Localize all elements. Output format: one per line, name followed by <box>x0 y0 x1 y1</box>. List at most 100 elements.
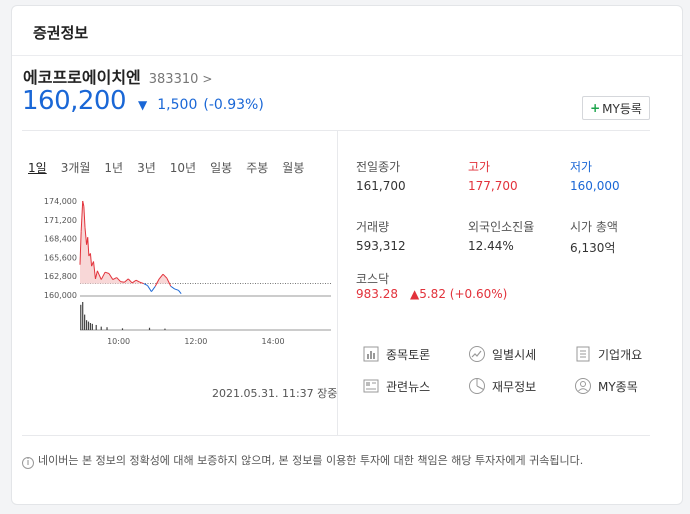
kosdaq-value: 983.28 <box>356 287 398 301</box>
price-line-segment <box>108 273 114 280</box>
prev-close-value: 161,700 <box>356 179 406 193</box>
y-tick-label: 160,000 <box>44 291 77 300</box>
link-my-stocks-label: MY종목 <box>598 379 638 394</box>
volume-cell: 거래량 593,312 <box>356 218 466 253</box>
price-row: 160,200 ▼ 1,500 (-0.93%) <box>22 86 264 116</box>
high-label: 고가 <box>468 160 491 174</box>
tab-1year[interactable]: 1년 <box>104 161 124 175</box>
price-line-segment <box>112 277 117 281</box>
stock-name[interactable]: 에코프로에이치엔 <box>23 68 141 87</box>
tab-1day[interactable]: 1일 <box>28 161 47 175</box>
foreign-label: 외국인소진율 <box>468 220 535 234</box>
current-price: 160,200 <box>22 86 127 116</box>
price-line-segment <box>79 231 82 265</box>
kosdaq-change: ▲5.82 (+0.60%) <box>410 287 508 301</box>
price-line-segment <box>94 270 98 280</box>
news-icon <box>363 379 379 393</box>
price-line-segment <box>139 281 144 285</box>
tab-3year[interactable]: 3년 <box>137 161 156 175</box>
price-line-segment <box>174 288 179 291</box>
period-tabs: 1일 3개월 1년 3년 10년 일봉 주봉 월봉 <box>28 159 318 176</box>
link-discussion[interactable]: 종목토론 <box>362 345 430 363</box>
link-financial-info[interactable]: 재무정보 <box>468 377 536 395</box>
price-line-segment <box>96 270 102 280</box>
mcap-label: 시가 총액 <box>570 220 618 234</box>
low-value: 160,000 <box>570 179 620 193</box>
price-line-segment <box>135 279 141 283</box>
x-tick-label: 10:00 <box>107 337 130 346</box>
intraday-chart[interactable]: 174,000 171,200 168,400 165,600 162,800 160,0… <box>27 190 333 355</box>
timestamp: 2021.05.31. 11:37 장중 <box>212 387 338 400</box>
link-company-overview-label: 기업개요 <box>598 347 643 362</box>
price-line-segment <box>93 261 96 279</box>
price-line-segment <box>143 283 148 287</box>
pie-chart-icon <box>469 378 485 394</box>
divider <box>337 131 338 435</box>
price-change: 1,500 <box>157 97 198 113</box>
prev-close-label: 전일종가 <box>356 160 401 174</box>
price-line-segment <box>87 237 90 257</box>
low-cell: 저가 160,000 <box>570 158 680 193</box>
area-fill <box>80 201 182 284</box>
link-my-stocks[interactable]: MY종목 <box>574 377 638 395</box>
disclaimer: i 네이버는 본 정보의 정확성에 대해 보증하지 않으며, 본 정보를 이용한 … <box>22 452 652 469</box>
card-title: 증권정보 <box>12 6 682 56</box>
link-daily-price-label: 일별시세 <box>492 347 537 362</box>
link-related-news[interactable]: 관련뉴스 <box>362 377 430 395</box>
stock-name-link[interactable]: 에코프로에이치엔 383310 > <box>23 64 212 88</box>
chevron-right-icon[interactable]: > <box>202 72 213 86</box>
foreign-cell: 외국인소진율 12.44% <box>468 218 578 253</box>
x-tick-label: 14:00 <box>262 337 285 346</box>
tab-3month[interactable]: 3개월 <box>60 161 91 175</box>
mcap-cell: 시가 총액 6,130억 <box>570 218 680 256</box>
foreign-value: 12.44% <box>468 239 514 253</box>
link-company-overview[interactable]: 기업개요 <box>574 345 642 363</box>
stock-info-card: 증권정보 <box>11 5 683 505</box>
price-line-segment <box>100 271 106 280</box>
price-line-segment <box>162 273 168 279</box>
tab-10year[interactable]: 10년 <box>169 161 197 175</box>
link-financial-info-label: 재무정보 <box>492 379 537 394</box>
volume-value: 593,312 <box>356 239 406 253</box>
y-tick-label: 171,200 <box>44 216 77 225</box>
tab-weekly[interactable]: 주봉 <box>246 161 269 175</box>
price-line-segment <box>120 281 125 283</box>
link-daily-price[interactable]: 일별시세 <box>468 345 536 363</box>
plus-icon: + <box>590 101 601 115</box>
my-register-button[interactable]: + MY등록 <box>582 96 650 120</box>
price-change-rate: (-0.93%) <box>203 97 264 113</box>
disclaimer-text: 네이버는 본 정보의 정확성에 대해 보증하지 않으며, 본 정보를 이용한 투… <box>38 454 584 467</box>
my-register-label: MY등록 <box>602 101 642 116</box>
link-related-news-label: 관련뉴스 <box>386 379 431 394</box>
price-line-segment <box>82 200 85 207</box>
price-line-segment <box>80 200 84 232</box>
mcap-value: 6,130억 <box>570 241 616 255</box>
stock-code[interactable]: 383310 <box>148 72 199 87</box>
link-discussion-label: 종목토론 <box>386 347 431 362</box>
x-tick-label: 12:00 <box>184 337 207 346</box>
tab-monthly[interactable]: 월봉 <box>282 161 305 175</box>
tab-daily[interactable]: 일봉 <box>210 161 233 175</box>
divider <box>22 435 650 436</box>
user-icon <box>575 378 591 394</box>
price-line-segment <box>83 206 86 228</box>
price-line-segment <box>178 289 182 294</box>
y-tick-label: 168,400 <box>44 235 77 244</box>
trend-circle-icon <box>469 346 485 362</box>
y-tick-label: 165,600 <box>44 253 77 262</box>
kosdaq-row: 983.28 ▲5.82 (+0.60%) <box>356 287 507 301</box>
discussion-chart-icon <box>363 346 379 362</box>
high-value: 177,700 <box>468 179 518 193</box>
price-line-segment <box>170 285 175 290</box>
price-line-segment <box>166 277 172 287</box>
high-cell: 고가 177,700 <box>468 158 578 193</box>
price-line-segment <box>124 278 129 283</box>
prev-close-cell: 전일종가 161,700 <box>356 158 466 193</box>
price-line-segment <box>116 277 121 282</box>
price-line-segment <box>151 285 156 292</box>
list-document-icon <box>576 346 590 362</box>
volume-label: 거래량 <box>356 220 390 234</box>
price-line-segment <box>131 279 137 284</box>
price-line-segment <box>158 273 164 280</box>
price-line-segment <box>89 253 93 267</box>
